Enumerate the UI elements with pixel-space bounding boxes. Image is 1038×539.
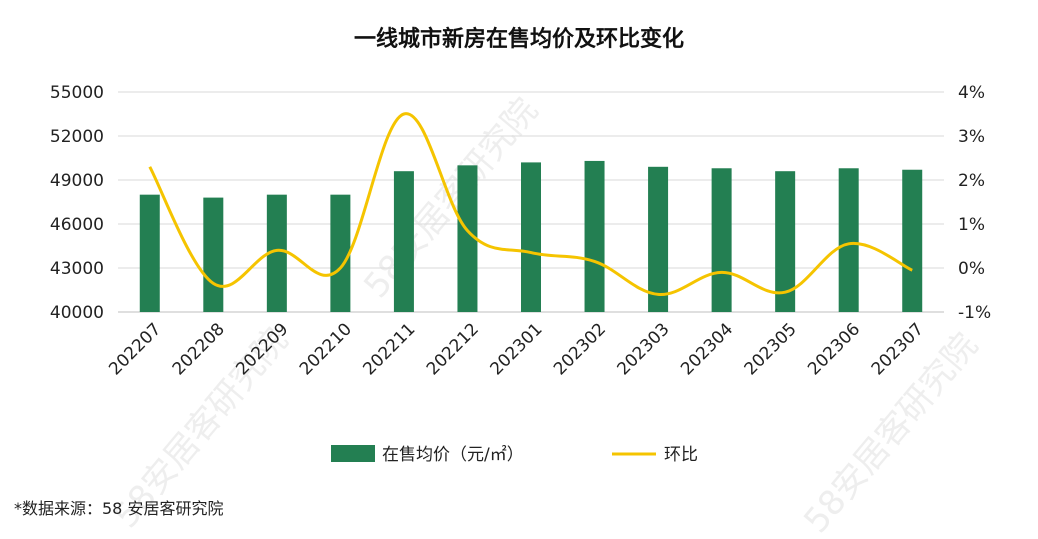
y-left-tick-label: 40000 xyxy=(50,303,104,323)
x-tick-label: 202208 xyxy=(169,319,229,379)
x-tick-label: 202212 xyxy=(423,319,483,379)
x-tick-label: 202301 xyxy=(486,319,546,379)
legend-label-line: 环比 xyxy=(664,445,698,465)
x-tick-label: 202210 xyxy=(296,319,356,379)
x-tick-label: 202302 xyxy=(550,319,610,379)
y-axis-left: 40000 43000 46000 49000 52000 55000 xyxy=(50,83,104,323)
x-tick-label: 202306 xyxy=(804,319,864,379)
bar xyxy=(648,166,669,312)
bar xyxy=(775,171,796,312)
legend: 在售均价（元/㎡） 环比 xyxy=(331,445,698,465)
x-tick-label: 202207 xyxy=(105,319,165,379)
bar xyxy=(393,171,414,312)
x-tick-label: 202211 xyxy=(359,319,419,379)
bar xyxy=(457,165,478,312)
bar xyxy=(521,162,541,312)
bar xyxy=(711,168,732,312)
chart-title: 一线城市新房在售均价及环比变化 xyxy=(354,26,684,52)
x-tick-label: 202303 xyxy=(614,319,674,379)
bar xyxy=(266,194,287,312)
y-right-tick-label: -1% xyxy=(958,303,991,323)
x-tick-label: 202305 xyxy=(741,319,801,379)
bar-series xyxy=(139,160,923,312)
x-tick-label: 202304 xyxy=(677,319,737,379)
line-series xyxy=(148,112,913,296)
legend-swatch-bar xyxy=(331,445,375,462)
source-note: *数据来源：58 安居客研究院 xyxy=(14,499,223,518)
bar xyxy=(139,194,160,312)
watermark-layer: 58安居客研究院 58安居客研究院 58安居客研究院 xyxy=(106,91,986,539)
bar xyxy=(203,197,224,312)
bar xyxy=(902,169,923,312)
y-left-tick-label: 49000 xyxy=(50,171,104,191)
bar xyxy=(584,160,605,312)
y-left-tick-label: 46000 xyxy=(50,215,104,235)
bar xyxy=(330,194,351,312)
y-right-tick-label: 3% xyxy=(958,127,985,147)
y-right-tick-label: 0% xyxy=(958,259,985,279)
y-axis-right: -1% 0% 1% 2% 3% 4% xyxy=(958,83,991,323)
y-left-tick-label: 43000 xyxy=(50,259,104,279)
y-left-tick-label: 55000 xyxy=(50,83,104,103)
y-right-tick-label: 1% xyxy=(958,215,985,235)
y-right-tick-label: 4% xyxy=(958,83,985,103)
bar xyxy=(838,168,859,312)
series-line-huanbi xyxy=(148,112,913,296)
y-left-tick-label: 52000 xyxy=(50,127,104,147)
y-right-tick-label: 2% xyxy=(958,171,985,191)
legend-label-bar: 在售均价（元/㎡） xyxy=(382,445,524,465)
